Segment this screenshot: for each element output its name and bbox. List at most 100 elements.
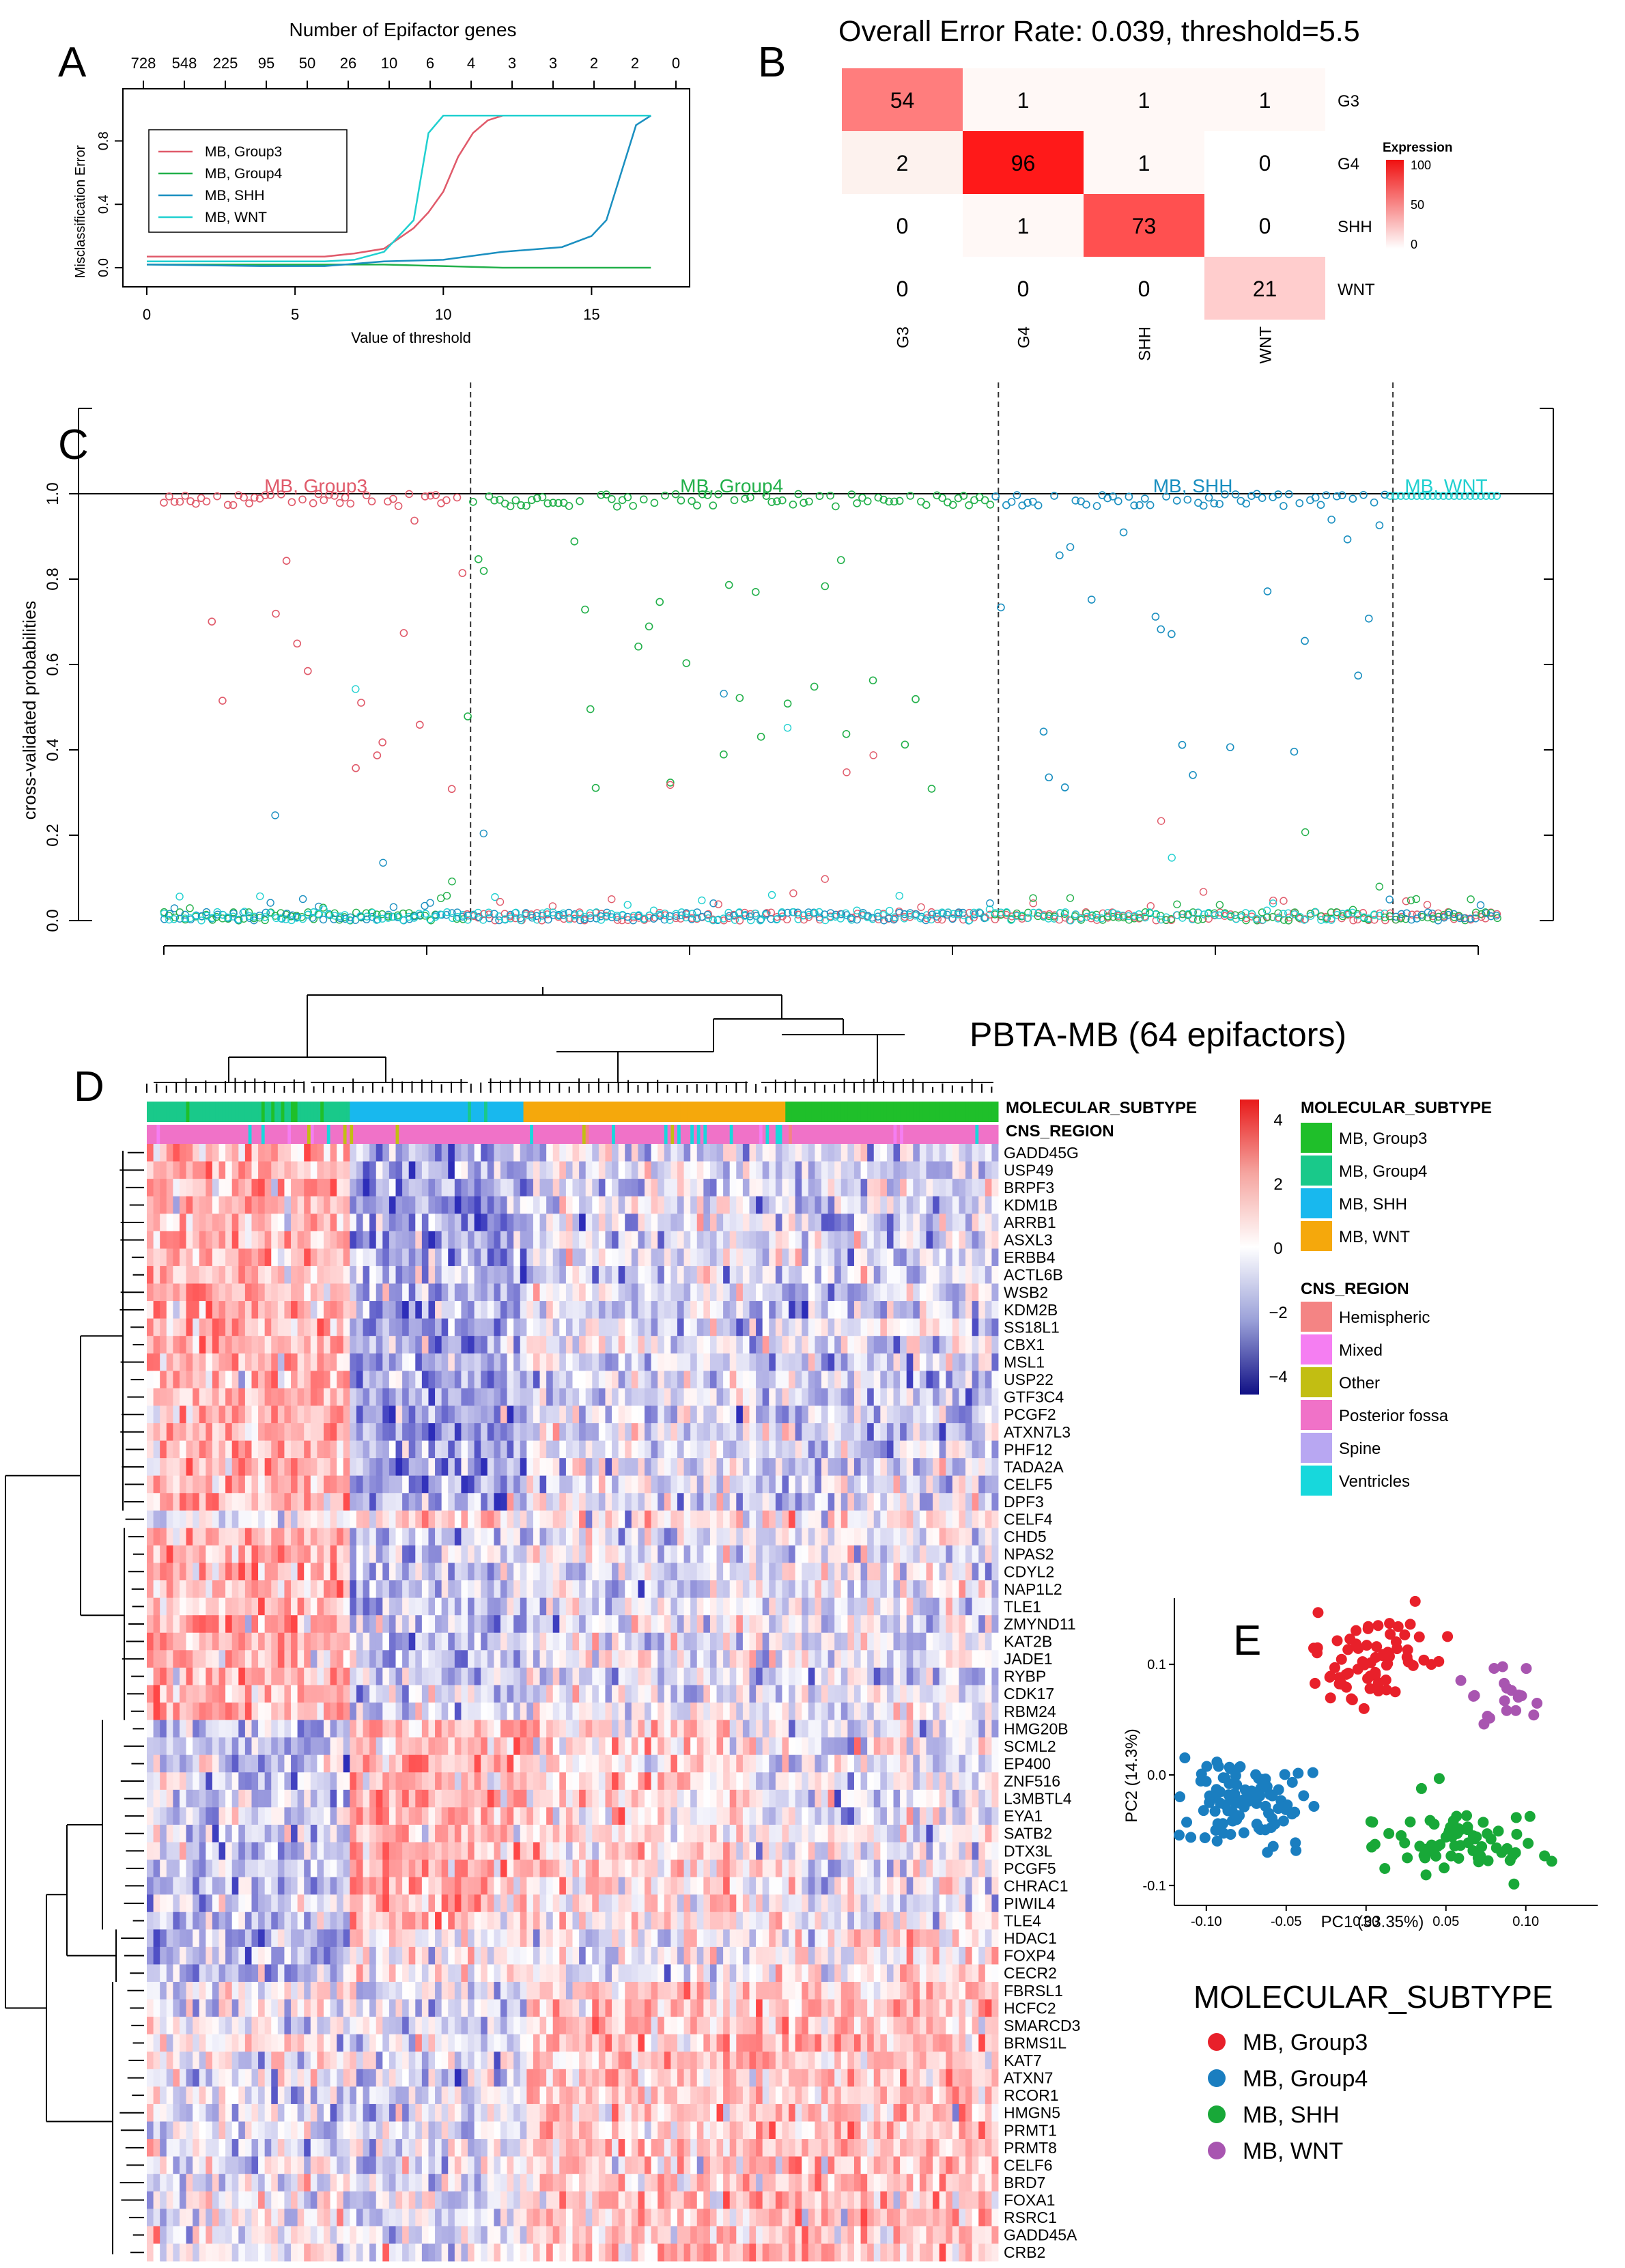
heatmap-cell bbox=[199, 1179, 206, 1197]
heatmap-cell bbox=[264, 1196, 272, 1214]
heatmap-cell bbox=[337, 1336, 344, 1354]
subtype-track-cell bbox=[231, 1102, 236, 1122]
subtype-track-cell bbox=[209, 1102, 213, 1122]
heatmap-cell bbox=[231, 1528, 239, 1546]
heatmap-cell bbox=[677, 1371, 684, 1389]
region-track-cell bbox=[441, 1125, 445, 1145]
heatmap-cell bbox=[533, 1161, 540, 1179]
heatmap-cell bbox=[297, 1545, 305, 1563]
heatmap-cell bbox=[310, 1265, 317, 1284]
heatmap-cell bbox=[723, 1196, 731, 1214]
heatmap-cell bbox=[291, 1231, 298, 1249]
subtype-track-cell bbox=[552, 1102, 557, 1122]
heatmap-cell bbox=[552, 1405, 560, 1424]
heatmap-cell bbox=[592, 1336, 599, 1354]
subtype-track-cell bbox=[762, 1102, 766, 1122]
region-track-cell bbox=[339, 1125, 344, 1145]
heatmap-cell bbox=[395, 1423, 403, 1441]
subtype-track-cell bbox=[709, 1102, 714, 1122]
subtype-track-cell bbox=[366, 1102, 370, 1122]
heatmap-cell bbox=[415, 1528, 423, 1546]
heatmap-cell bbox=[893, 1353, 901, 1371]
heatmap-cell bbox=[428, 1214, 436, 1232]
heatmap-cell bbox=[880, 1458, 888, 1476]
probability-point bbox=[608, 895, 616, 904]
heatmap-cell bbox=[441, 1283, 449, 1302]
region-track-cell bbox=[281, 1125, 285, 1145]
heatmap-cell bbox=[834, 1214, 842, 1232]
probability-point bbox=[399, 629, 408, 637]
probability-point bbox=[538, 909, 547, 918]
region-track-cell bbox=[179, 1125, 184, 1145]
region-track-cell bbox=[559, 1125, 563, 1145]
probability-point bbox=[879, 911, 888, 919]
heatmap-cell bbox=[592, 1161, 599, 1179]
probability-point bbox=[479, 829, 488, 838]
heatmap-cell bbox=[625, 1440, 632, 1459]
heatmap-cell bbox=[369, 1248, 377, 1267]
probability-point bbox=[1434, 492, 1443, 500]
heatmap-cell bbox=[526, 1161, 534, 1179]
heatmap-cell bbox=[454, 1301, 462, 1319]
heatmap-cell bbox=[991, 1161, 999, 1179]
subtype-track-cell bbox=[268, 1102, 272, 1122]
heatmap-cell bbox=[546, 1301, 554, 1319]
heatmap-cell bbox=[395, 1248, 403, 1267]
heatmap-cell bbox=[454, 1196, 462, 1214]
heatmap-cell bbox=[612, 1214, 619, 1232]
region-track-cell bbox=[461, 1125, 465, 1145]
heatmap-cell bbox=[251, 1440, 259, 1459]
heatmap-cell bbox=[605, 1371, 612, 1389]
heatmap-cell bbox=[834, 1510, 842, 1528]
heatmap-cell bbox=[343, 1318, 350, 1336]
heatmap-cell bbox=[579, 1144, 587, 1162]
panel-a-plot-frame bbox=[122, 88, 690, 288]
probability-point bbox=[1226, 743, 1234, 751]
heatmap-cell bbox=[350, 1510, 357, 1528]
heatmap-cell bbox=[847, 1161, 855, 1179]
heatmap-cell bbox=[677, 1301, 684, 1319]
heatmap-cell bbox=[769, 1493, 776, 1511]
heatmap-cell bbox=[965, 1196, 973, 1214]
probability-point bbox=[491, 893, 499, 901]
heatmap-cell bbox=[271, 1318, 279, 1336]
heatmap-cell bbox=[435, 1423, 442, 1441]
heatmap-cell bbox=[762, 1248, 769, 1267]
heatmap-cell bbox=[500, 1545, 507, 1563]
heatmap-cell bbox=[972, 1336, 979, 1354]
subtype-track-cell bbox=[853, 1102, 858, 1122]
heatmap-cell bbox=[946, 1371, 953, 1389]
subtype-track-cell bbox=[759, 1102, 763, 1122]
heatmap-cell bbox=[919, 1371, 927, 1389]
heatmap-cell bbox=[853, 1353, 861, 1371]
heatmap-cell bbox=[886, 1301, 894, 1319]
probability-point bbox=[789, 908, 798, 916]
probability-point bbox=[677, 496, 686, 505]
heatmap-cell bbox=[769, 1371, 776, 1389]
series-line bbox=[147, 115, 651, 258]
heatmap-cell bbox=[886, 1231, 894, 1249]
probability-point bbox=[1199, 915, 1207, 923]
heatmap-cell bbox=[546, 1510, 554, 1528]
heatmap-cell bbox=[539, 1161, 547, 1179]
subtype-track-cell bbox=[654, 1102, 658, 1122]
heatmap-cell bbox=[690, 1231, 698, 1249]
heatmap-cell bbox=[356, 1388, 363, 1406]
heatmap-cell bbox=[723, 1265, 731, 1284]
heatmap-cell bbox=[709, 1161, 717, 1179]
probability-point bbox=[985, 905, 994, 914]
heatmap-cell bbox=[808, 1161, 815, 1179]
heatmap-cell bbox=[651, 1371, 658, 1389]
heatmap-cell bbox=[880, 1493, 888, 1511]
heatmap-cell bbox=[946, 1405, 953, 1424]
heatmap-cell bbox=[926, 1493, 933, 1511]
heatmap-cell bbox=[742, 1510, 750, 1528]
heatmap-cell bbox=[900, 1545, 907, 1563]
heatmap-cell bbox=[271, 1179, 279, 1197]
heatmap-cell bbox=[834, 1475, 842, 1494]
subtype-track-cell bbox=[785, 1102, 789, 1122]
heatmap-cell bbox=[670, 1196, 678, 1214]
heatmap-cell bbox=[402, 1353, 410, 1371]
heatmap-cell bbox=[500, 1371, 507, 1389]
region-track-cell bbox=[206, 1125, 210, 1145]
